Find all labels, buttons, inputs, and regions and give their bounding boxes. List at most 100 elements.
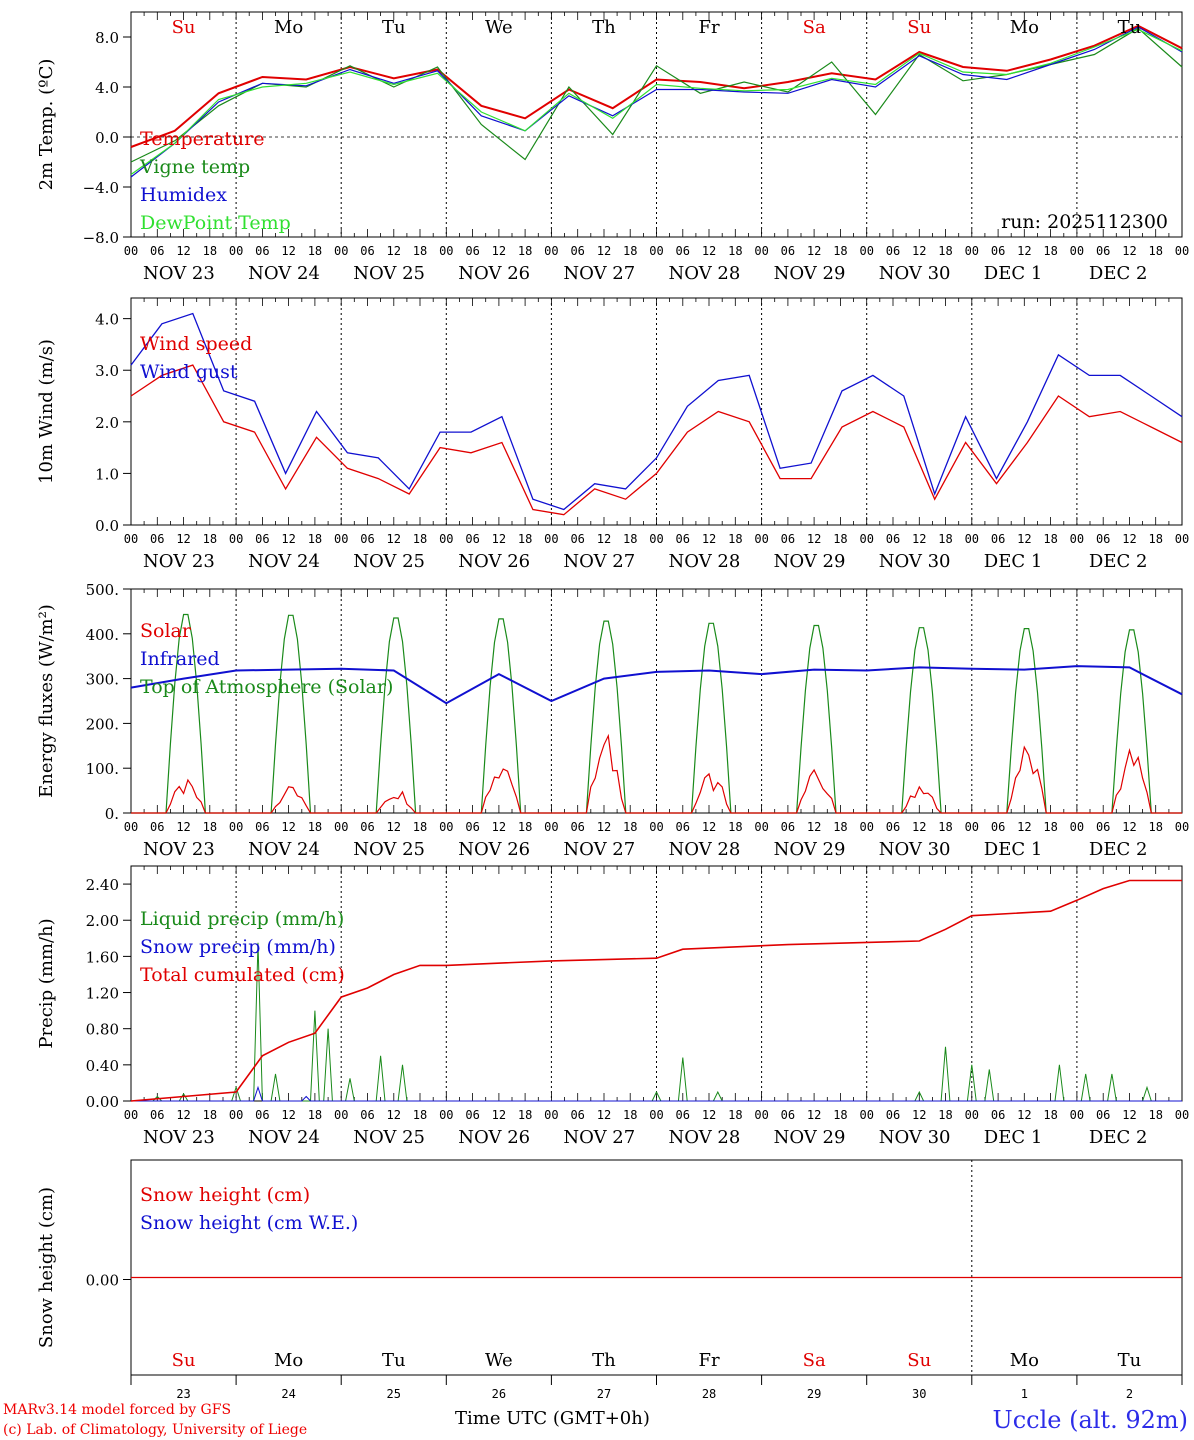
legend-entry: Total cumulated (cm)	[140, 964, 345, 986]
hour-tick-label: 12	[807, 820, 821, 834]
footer-lab-credit: (c) Lab. of Climatology, University of L…	[3, 1422, 307, 1438]
hour-tick-label: 00	[1175, 820, 1189, 834]
hour-tick-label: 06	[886, 244, 900, 258]
hour-tick-label: 00	[1175, 1108, 1189, 1122]
y-axis-label: Snow height (cm)	[36, 1187, 57, 1348]
date-label: NOV 30	[879, 551, 951, 572]
date-label: NOV 29	[774, 1127, 846, 1148]
hour-tick-label: 06	[676, 244, 690, 258]
y-tick-label: 0.80	[86, 1021, 119, 1039]
hour-tick-label: 12	[281, 1108, 295, 1122]
date-label: NOV 28	[669, 263, 741, 284]
date-label: NOV 30	[879, 1127, 951, 1148]
legend-entry: Liquid precip (mm/h)	[140, 908, 344, 930]
hour-tick-label: 00	[859, 244, 873, 258]
date-label: NOV 23	[143, 1127, 215, 1148]
hour-tick-label: 18	[518, 820, 532, 834]
hour-tick-label: 18	[203, 1108, 217, 1122]
footer-model-credit: MARv3.14 model forced by GFS	[3, 1402, 231, 1418]
hour-tick-label: 18	[518, 532, 532, 546]
date-label: NOV 24	[248, 839, 320, 860]
weekday-label: Su	[907, 17, 931, 38]
hour-tick-label: 00	[859, 820, 873, 834]
series-line-total-cumulated	[130, 879, 1182, 1102]
hour-tick-label: 12	[387, 1108, 401, 1122]
y-tick-label: 100.	[86, 760, 119, 778]
day-number-label: 27	[597, 1387, 611, 1401]
hour-tick-label: 00	[229, 820, 243, 834]
hour-tick-label: 12	[281, 820, 295, 834]
weekday-label: Su	[172, 1350, 196, 1371]
hour-tick-label: 06	[991, 532, 1005, 546]
hour-tick-label: 12	[1122, 244, 1136, 258]
hour-tick-label: 06	[991, 1108, 1005, 1122]
hour-tick-label: 06	[570, 244, 584, 258]
hour-tick-label: 18	[623, 532, 637, 546]
hour-tick-label: 00	[859, 532, 873, 546]
hour-tick-label: 18	[518, 1108, 532, 1122]
series-line-dewpoint-temp	[130, 28, 1183, 175]
weekday-label: Tu	[1118, 17, 1142, 38]
hour-tick-label: 00	[754, 244, 768, 258]
hour-tick-label: 06	[255, 820, 269, 834]
date-label: NOV 25	[353, 839, 425, 860]
weekday-label: Fr	[699, 1350, 720, 1371]
y-tick-label: 4.0	[95, 79, 119, 97]
hour-tick-label: 12	[807, 532, 821, 546]
date-label: DEC 2	[1089, 839, 1148, 860]
y-tick-label: 1.60	[86, 948, 119, 966]
hour-tick-label: 06	[886, 820, 900, 834]
y-tick-label: 2.0	[95, 414, 119, 432]
series-line-wind-speed	[130, 364, 1183, 516]
panel-4: 2.40 2.00 1.60 1.20 0.80 0.40 0.00 Precip (mm/h…	[36, 865, 1189, 1148]
hour-tick-label: 12	[492, 532, 506, 546]
date-label: DEC 1	[984, 551, 1043, 572]
hour-tick-label: 18	[308, 244, 322, 258]
legend-entry: DewPoint Temp	[140, 212, 291, 234]
hour-tick-label: 06	[360, 532, 374, 546]
hour-tick-label: 06	[360, 1108, 374, 1122]
hour-tick-label: 12	[912, 532, 926, 546]
hour-tick-label: 18	[833, 820, 847, 834]
hour-tick-label: 06	[676, 820, 690, 834]
hour-tick-label: 06	[781, 532, 795, 546]
legend-entry: Snow height (cm)	[140, 1184, 310, 1206]
weekday-label: Mo	[274, 17, 303, 38]
date-label: DEC 1	[984, 1127, 1043, 1148]
weekday-label: Sa	[803, 17, 826, 38]
hour-tick-label: 00	[439, 820, 453, 834]
x-axis-title: Time UTC (GMT+0h)	[455, 1408, 650, 1429]
hour-tick-label: 00	[544, 532, 558, 546]
hour-tick-label: 12	[1122, 532, 1136, 546]
hour-tick-label: 06	[465, 1108, 479, 1122]
hour-tick-label: 00	[1175, 244, 1189, 258]
hour-tick-label: 18	[413, 532, 427, 546]
hour-tick-label: 00	[334, 532, 348, 546]
date-label: NOV 29	[774, 551, 846, 572]
date-label: NOV 24	[248, 1127, 320, 1148]
hour-tick-label: 12	[597, 820, 611, 834]
hour-tick-label: 00	[859, 1108, 873, 1122]
hour-tick-label: 00	[1070, 532, 1084, 546]
panel-2: 4.0 3.0 2.0 1.0 0.0 10m Wind (m/s) 00 06 12 18 00 0…	[36, 297, 1189, 572]
day-number-label: 29	[807, 1387, 821, 1401]
y-tick-label: 2.40	[86, 876, 119, 894]
hour-tick-label: 12	[492, 1108, 506, 1122]
y-tick-label: 500.	[86, 581, 119, 599]
y-tick-label: −8.0	[83, 229, 119, 247]
date-label: NOV 24	[248, 263, 320, 284]
series-line-infrared	[130, 665, 1183, 705]
legend-entry: Humidex	[140, 184, 227, 206]
series-line-temperature	[130, 24, 1183, 148]
hour-tick-label: 18	[938, 532, 952, 546]
date-label: NOV 26	[458, 551, 530, 572]
hour-tick-label: 18	[728, 1108, 742, 1122]
weekday-label: Tu	[382, 1350, 406, 1371]
weekday-label: Tu	[382, 17, 406, 38]
panel-5: 0.00 Snow height (cm) Snow height (cm) Snow…	[36, 1159, 1183, 1376]
hour-tick-label: 18	[623, 1108, 637, 1122]
hour-tick-label: 12	[912, 1108, 926, 1122]
hour-tick-label: 18	[938, 244, 952, 258]
hour-tick-label: 06	[465, 244, 479, 258]
date-label: NOV 27	[563, 1127, 635, 1148]
